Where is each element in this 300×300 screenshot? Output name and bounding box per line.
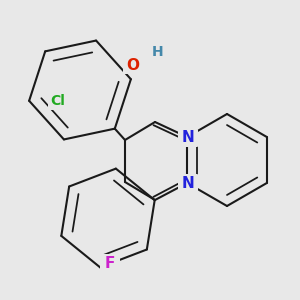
Text: F: F: [105, 256, 115, 271]
Text: N: N: [182, 130, 194, 146]
FancyBboxPatch shape: [100, 254, 120, 272]
FancyBboxPatch shape: [123, 56, 143, 74]
Text: H: H: [152, 45, 164, 59]
Text: O: O: [127, 58, 140, 73]
FancyBboxPatch shape: [178, 129, 198, 147]
FancyBboxPatch shape: [48, 92, 68, 110]
Text: Cl: Cl: [51, 94, 65, 108]
Text: N: N: [182, 176, 194, 190]
FancyBboxPatch shape: [178, 174, 198, 192]
FancyBboxPatch shape: [148, 43, 168, 61]
